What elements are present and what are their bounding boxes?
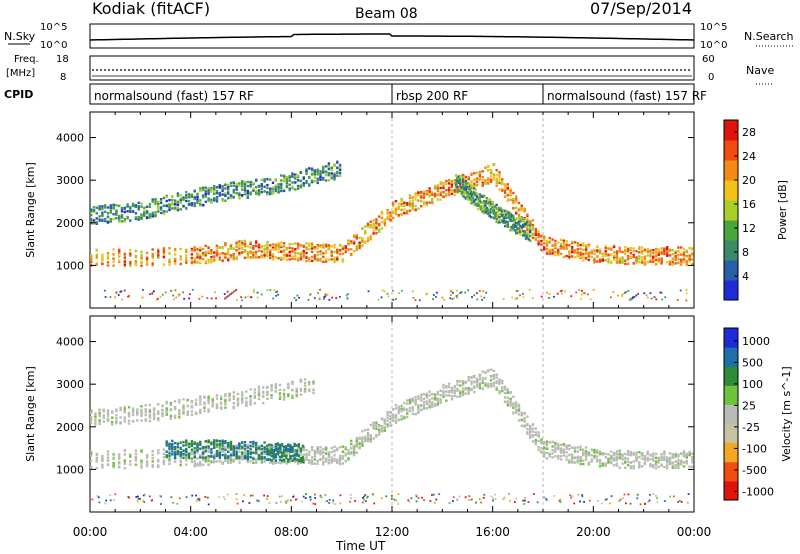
power-colorbar-label: Power [dB]	[776, 180, 789, 240]
velocity-colorbar-swatch-0	[724, 480, 738, 501]
freq-tick-bottom: 8	[60, 72, 66, 83]
panel-power-ytick-2: 3000	[56, 174, 84, 187]
panel-vel-ylabel: Slant Range [km]	[24, 366, 37, 462]
station-title: Kodiak (fitACF)	[92, 0, 210, 18]
nsky-panel-frame	[89, 23, 695, 49]
nave-label: Nave	[746, 64, 774, 77]
nsky-tick-top: 10^5	[40, 22, 67, 33]
power-colorbar-tick-2: 12	[742, 222, 756, 235]
freq-unit: [MHz]	[6, 68, 35, 79]
velocity-colorbar-tick-2: 100	[742, 378, 763, 391]
panel-power-ylabel: Slant Range [km]	[24, 162, 37, 258]
panel-vel-ytick-2: 3000	[56, 378, 84, 391]
power-colorbar-tick-0: 4	[742, 270, 749, 283]
cpid-label: CPID	[4, 88, 33, 101]
panel-vel-ytick-1: 2000	[56, 421, 84, 434]
x-axis-label: Time UT	[335, 539, 386, 553]
panel-power-ytick-0: 1000	[56, 259, 84, 272]
velocity-colorbar-swatch-6	[724, 366, 738, 386]
power-colorbar-tick-3: 16	[742, 198, 756, 211]
velocity-colorbar-tick-5: -100	[742, 442, 767, 455]
velocity-colorbar: 1000 500 100 25 -25 -100 -500 -1000 Velocity [m …	[723, 327, 793, 501]
time-axis: 00:00 04:00 08:00 12:00 16:00 20:00 00:00	[73, 525, 712, 539]
velocity-colorbar-tick-3: 25	[742, 399, 756, 412]
power-colorbar-swatch-8	[724, 120, 738, 141]
velocity-colorbar-tick-6: -500	[742, 464, 767, 477]
nsky-tick-bottom: 10^0	[40, 40, 67, 51]
power-colorbar-tick-6: 28	[742, 126, 756, 139]
nsearch-tick-top: 10^5	[700, 22, 727, 33]
nsearch-label: N.Search	[744, 30, 794, 43]
power-colorbar-tick-4: 20	[742, 174, 756, 187]
panel-power-ytick-3: 4000	[56, 132, 84, 145]
panel-power-ytick-1: 2000	[56, 217, 84, 230]
velocity-colorbar-tick-4: -25	[742, 421, 760, 434]
nsky-trace	[89, 33, 695, 41]
velocity-colorbar-swatch-3	[724, 423, 738, 444]
x-tick-5: 20:00	[576, 525, 611, 539]
velocity-colorbar-tick-7: -1000	[742, 485, 774, 498]
x-tick-2: 08:00	[274, 525, 309, 539]
velocity-colorbar-tick-0: 1000	[742, 335, 770, 348]
x-tick-6: 00:00	[677, 525, 712, 539]
freq-panel-frame	[89, 55, 695, 81]
panel-vel-band-1	[165, 439, 305, 464]
x-tick-3: 12:00	[375, 525, 410, 539]
panel-power-band-2	[454, 174, 532, 242]
velocity-colorbar-swatch-2	[724, 442, 738, 463]
x-tick-4: 16:00	[475, 525, 510, 539]
power-colorbar-tick-5: 24	[742, 150, 756, 163]
velocity-colorbar-swatch-7	[724, 347, 738, 367]
nave-tick-bottom: 0	[708, 72, 714, 83]
velocity-colorbar-swatch-8	[724, 328, 738, 348]
power-colorbar-tick-1: 8	[742, 246, 749, 259]
nsearch-tick-bottom: 10^0	[700, 40, 727, 51]
panel-vel-ytick-3: 4000	[56, 336, 84, 349]
velocity-colorbar-swatch-5	[724, 385, 738, 405]
power-panel: 1000 2000 3000 4000 Slant Range [km]	[24, 111, 695, 309]
freq-tick-top: 18	[56, 54, 69, 65]
cpid-segment-1: rbsp 200 RF	[396, 89, 468, 103]
freq-label: Freq.	[14, 54, 39, 65]
velocity-colorbar-swatch-4	[724, 404, 738, 425]
cpid-segment-2: normalsound (fast) 157 RF	[547, 89, 707, 103]
power-colorbar-swatch-3	[724, 220, 738, 241]
cpid-segment-0: normalsound (fast) 157 RF	[94, 89, 254, 103]
panel-vel-ground-scatter	[91, 492, 690, 506]
nave-tick-top: 60	[702, 54, 715, 65]
velocity-colorbar-label: Velocity [m s^-1]	[780, 366, 793, 461]
x-tick-1: 04:00	[173, 525, 208, 539]
power-colorbar-swatch-7	[724, 140, 738, 161]
power-colorbar-swatch-2	[724, 240, 738, 261]
power-colorbar-swatch-4	[724, 200, 738, 221]
power-colorbar-swatch-5	[724, 180, 738, 201]
velocity-colorbar-tick-1: 500	[742, 356, 763, 369]
power-colorbar-swatch-6	[724, 160, 738, 181]
date-title: 07/Sep/2014	[590, 0, 692, 18]
velocity-panel: 1000 2000 3000 4000 Slant Range [km]	[24, 315, 695, 513]
x-tick-0: 00:00	[73, 525, 108, 539]
power-colorbar-swatch-1	[724, 260, 738, 281]
nsky-label: N.Sky	[4, 30, 36, 43]
panel-power-band-1	[90, 160, 342, 225]
velocity-colorbar-swatch-1	[724, 461, 738, 482]
panel-vel-band-2	[90, 378, 315, 426]
power-colorbar: 4 8 12 16 20 24 28 Power [dB]	[723, 119, 789, 301]
power-colorbar-swatch-0	[724, 280, 738, 301]
panel-power-ground-scatter	[103, 288, 688, 302]
beam-title: Beam 08	[355, 6, 418, 22]
panel-vel-ytick-0: 1000	[56, 463, 84, 476]
